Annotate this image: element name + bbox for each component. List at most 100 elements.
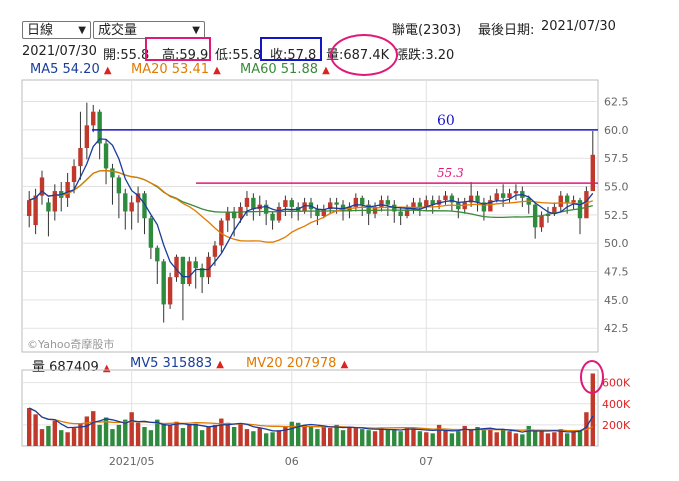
price-tick-label: 60.0 [604,124,629,137]
candle-body [135,193,141,203]
candle-body [142,193,147,219]
candle-body [110,168,115,178]
volume-bar [212,424,218,446]
mv5-label: MV5 315883 [130,356,213,371]
candle-body [481,202,487,212]
volume-bar [392,430,397,446]
candle-body [27,200,32,216]
high-highlight-box [145,37,211,61]
candle-body [231,211,237,219]
candle-body [91,111,96,126]
up-triangle-icon: ▲ [102,363,111,374]
volume-bar [123,419,128,446]
candle-body [392,204,397,212]
volume-bar [500,429,506,446]
volume-bar [71,428,77,446]
reference-label-60: 60 [437,113,455,129]
volume-bar [385,429,391,446]
volume-bar [59,430,64,446]
volume-bar [513,433,519,446]
volume-bar [251,431,256,446]
chevron-down-icon: ▼ [78,25,86,36]
volume-bar [507,431,512,446]
volume-bar [129,412,134,446]
volume-bar [174,421,179,446]
candle-body [584,191,589,219]
candle-body [360,197,365,205]
candle-body [385,200,391,205]
volume-bar [238,423,243,446]
volume-bar [398,431,403,446]
volume-bar [206,427,211,446]
candle-body [315,209,320,216]
volume-bar [289,421,294,446]
volume-bar [334,424,339,446]
volume-bar [52,420,58,446]
period-select[interactable]: 日線 ▼ [22,21,91,39]
volume-bar [244,429,250,446]
indicator-select[interactable]: 成交量 ▼ [93,21,205,39]
chevron-down-icon: ▼ [192,25,200,36]
vol-label: 量 687409 [32,360,99,375]
volume-bar [46,425,51,446]
volume-bar [257,428,262,446]
up-triangle-icon: ▲ [322,65,330,76]
candle-body [398,211,403,216]
volume-bar [193,423,198,446]
candle-body [366,204,371,214]
volume-bar [103,417,109,446]
candle-body [302,202,307,212]
candle-body [590,154,595,192]
x-tick-label: 07 [419,455,433,468]
price-tick-label: 50.0 [604,237,629,250]
candle-body [78,148,83,167]
candle-body [116,177,122,194]
candle-body [123,193,128,212]
candle-body [494,193,499,201]
candle-body [430,200,435,205]
quote-low: 低:55.8 [215,48,262,63]
candle-body [417,202,423,207]
volume-bar [142,427,147,446]
candle-body [52,191,58,212]
price-tick-label: 45.0 [604,294,629,307]
volume-bar [270,432,275,446]
candle-body [411,202,416,210]
latest-volume-highlight [580,360,604,394]
volume-bar [436,424,442,446]
volume-bar [488,428,493,446]
volume-highlight-ellipse [330,34,398,76]
candle-body [39,177,45,196]
volume-bar [532,430,538,446]
candle-body [424,200,429,207]
price-tick-label: 47.5 [604,266,629,279]
candle-body [347,206,352,212]
price-tick-label: 57.5 [604,152,629,165]
candle-body [475,195,480,203]
volume-bar [449,433,455,446]
candle-body [33,195,38,226]
volume-bar [353,428,359,446]
last-date: 2021/07/30 [541,19,616,34]
candle-body [97,111,102,144]
candle-body [513,191,519,194]
volume-bar [494,432,499,446]
ma60-label: MA60 51.88 [240,62,318,77]
ma20-legend: MA20 53.41 ▲ [131,62,221,77]
volume-bar [328,428,333,446]
candle-body [167,277,173,305]
volume-bar [97,424,102,446]
candle-body [212,245,218,257]
ma60-legend: MA60 51.88 ▲ [240,62,330,77]
candle-body [289,200,294,207]
volume-bar [180,428,186,446]
stock-name: 聯電(2303) [392,23,462,38]
volume-bar [155,419,160,446]
volume-bar [481,430,487,446]
volume-bar [411,428,416,446]
period-select-value: 日線 [27,23,54,38]
mv5-line [28,407,594,433]
candle-body [404,209,410,216]
candle-body [334,202,339,205]
